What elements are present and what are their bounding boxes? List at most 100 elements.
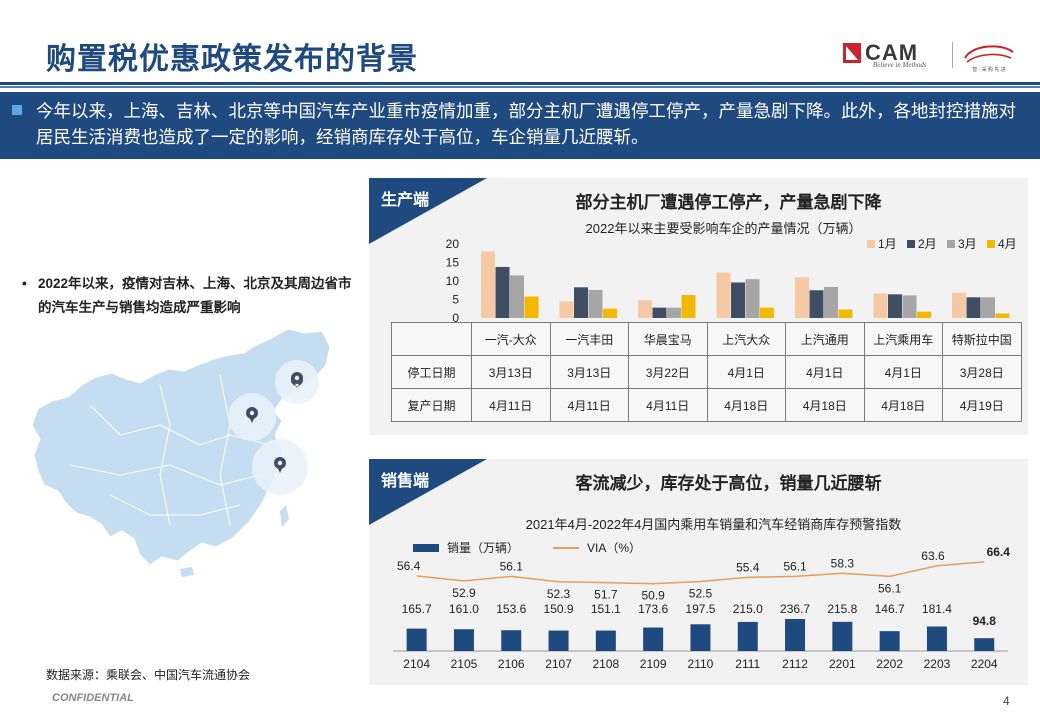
sales-data-label: 150.9 bbox=[544, 602, 574, 616]
table-cell: 3月28日 bbox=[942, 355, 1022, 389]
legend-swatch bbox=[947, 240, 955, 248]
legend-swatch bbox=[867, 240, 875, 248]
x-tick-label: 2110 bbox=[688, 657, 714, 671]
page-number: 4 bbox=[1003, 694, 1010, 708]
via-data-label: 56.1 bbox=[878, 581, 902, 595]
table-header-cell: 一汽-大众 bbox=[471, 322, 551, 356]
table-header-cell: 华晨宝马 bbox=[628, 322, 708, 356]
x-tick-label: 2109 bbox=[640, 657, 667, 671]
via-data-label: 52.9 bbox=[452, 586, 476, 600]
table-header-cell: 上汽乘用车 bbox=[863, 322, 943, 356]
summary-banner: 今年以来，上海、吉林、北京等中国汽车产业重市疫情加重，部分主机厂遭遇停工停产，产… bbox=[0, 92, 1040, 159]
square-bullet-icon bbox=[12, 105, 22, 115]
sales-data-label: 215.0 bbox=[733, 602, 763, 616]
bar-华晨宝马-2月 bbox=[652, 307, 667, 318]
bar-一汽-大众-2月 bbox=[495, 266, 510, 318]
bar-上汽大众-4月 bbox=[760, 307, 774, 318]
via-data-label: 52.3 bbox=[547, 587, 571, 601]
bar-上汽通用-4月 bbox=[838, 309, 853, 318]
cam-logo-icon bbox=[843, 43, 861, 63]
bar-一汽丰田-3月 bbox=[588, 289, 603, 318]
left-note-text: 2022年以来，疫情对吉林、上海、北京及其周边省市的汽车生产与销售均造成严重影响 bbox=[38, 276, 352, 315]
via-line bbox=[416, 561, 985, 585]
sales-data-label: 215.8 bbox=[827, 602, 857, 616]
sales-panel: 销售端 客流减少，库存处于高位，销量几近腰斩 2021年4月-2022年4月国内… bbox=[369, 459, 1028, 685]
sales-data-label: 146.7 bbox=[875, 602, 905, 616]
bar-上汽乘用车-4月 bbox=[917, 311, 931, 318]
sales-chart: 165.7 2104 161.0 2105 153.6 2106 150.9 2107 151.… bbox=[393, 545, 1011, 671]
legend-label-sales: 销量（万辆） bbox=[447, 541, 520, 555]
bar-华晨宝马-1月 bbox=[638, 300, 652, 318]
table-cell: 3月13日 bbox=[471, 355, 551, 389]
bar-一汽-大众-4月 bbox=[524, 296, 539, 318]
table-row-label: 复产日期 bbox=[391, 388, 472, 422]
table-row: 复产日期 4月11日 4月11日 4月11日 4月18日 4月18日 4月18日… bbox=[391, 388, 1022, 422]
production-panel: 生产端 部分主机厂遭遇停工停产，产量急剧下降 2022年以来主要受影响车企的产量… bbox=[369, 178, 1028, 435]
table-header-cell: 一汽丰田 bbox=[549, 322, 629, 356]
sales-bar-2203 bbox=[926, 626, 947, 651]
data-source: 数据来源：乘联会、中国汽车流通协会 bbox=[46, 668, 251, 682]
via-data-label: 50.9 bbox=[641, 589, 665, 603]
x-tick-label: 2105 bbox=[451, 657, 478, 671]
production-chart-title: 2022年以来主要受影响车企的产量情况（万辆） bbox=[585, 221, 862, 236]
via-data-label: 52.5 bbox=[689, 586, 713, 600]
y-tick-label: 0 bbox=[452, 311, 459, 325]
table-header-cell: 上汽通用 bbox=[785, 322, 865, 356]
x-tick-label: 2108 bbox=[592, 657, 619, 671]
table-cell: 4月11日 bbox=[549, 388, 629, 422]
summary-text: 今年以来，上海、吉林、北京等中国汽车产业重市疫情加重，部分主机厂遭遇停工停产，产… bbox=[36, 101, 1016, 147]
table-cell: 4月18日 bbox=[706, 388, 786, 422]
table-cell: 4月11日 bbox=[628, 388, 708, 422]
sales-data-label: 165.7 bbox=[402, 602, 432, 616]
via-data-label: 56.1 bbox=[500, 559, 524, 573]
bar-一汽-大众-3月 bbox=[510, 275, 524, 318]
map-pin-icon bbox=[274, 457, 286, 473]
bar-特斯拉中国-1月 bbox=[952, 292, 966, 318]
sales-bar-2109 bbox=[643, 627, 664, 651]
car-logo-tagline: 智 · 采 购 先 进 bbox=[972, 66, 1006, 73]
legend-swatch-bar bbox=[413, 543, 439, 552]
confidential-label: CONFIDENTIAL bbox=[52, 692, 134, 704]
sales-bar-2204 bbox=[974, 638, 995, 651]
table-header-cell: 特斯拉中国 bbox=[942, 322, 1022, 356]
taiwan-island bbox=[280, 505, 289, 527]
cam-logo-tagline: Believe in Methods bbox=[873, 61, 927, 69]
sales-tag bbox=[369, 459, 487, 525]
bullet-icon: • bbox=[22, 276, 27, 291]
sales-chart-title: 2021年4月-2022年4月国内乘用车销量和汽车经销商库存预警指数 bbox=[525, 517, 902, 532]
table-cell: 4月18日 bbox=[785, 388, 865, 422]
table-header-cell: 上汽大众 bbox=[706, 322, 786, 356]
logo-divider bbox=[952, 42, 953, 68]
bar-特斯拉中国-4月 bbox=[995, 313, 1010, 318]
via-data-label: 51.7 bbox=[594, 588, 618, 602]
legend-swatch-line bbox=[553, 546, 580, 549]
x-tick-label: 2104 bbox=[403, 657, 430, 671]
sales-bar-2110 bbox=[690, 624, 711, 651]
bar-上汽大众-1月 bbox=[716, 272, 731, 318]
via-data-label: 66.4 bbox=[987, 545, 1011, 559]
sales-bar-2201 bbox=[832, 621, 853, 651]
via-data-label: 56.4 bbox=[397, 559, 421, 573]
title-rule bbox=[0, 82, 1040, 85]
sales-tag-label: 销售端 bbox=[381, 473, 430, 490]
sales-data-label: 161.0 bbox=[449, 602, 479, 616]
sales-data-label: 236.7 bbox=[780, 602, 810, 616]
x-tick-label: 2106 bbox=[498, 657, 525, 671]
table-cell: 4月11日 bbox=[471, 388, 551, 422]
table-cell: 3月13日 bbox=[549, 355, 629, 389]
production-table: 一汽-大众 一汽丰田 华晨宝马 上汽大众 上汽通用 上汽乘用车 特斯拉中国 停工… bbox=[391, 322, 1022, 422]
sales-title: 客流减少，库存处于高位，销量几近腰斩 bbox=[575, 474, 882, 493]
bar-上汽大众-3月 bbox=[745, 279, 760, 318]
table-cell: 4月1日 bbox=[863, 355, 943, 389]
sales-data-label: 173.6 bbox=[638, 602, 668, 616]
sales-data-label: 94.8 bbox=[973, 614, 997, 628]
table-corner-cell bbox=[391, 322, 472, 356]
legend-label: 3月 bbox=[958, 237, 977, 251]
via-data-label: 56.1 bbox=[783, 559, 807, 573]
bar-上汽通用-1月 bbox=[795, 277, 809, 318]
via-data-label: 63.6 bbox=[921, 549, 945, 563]
legend-swatch bbox=[907, 240, 915, 248]
y-tick-label: 15 bbox=[446, 256, 460, 270]
bar-一汽-大众-1月 bbox=[481, 251, 495, 318]
bar-一汽丰田-2月 bbox=[574, 287, 588, 318]
